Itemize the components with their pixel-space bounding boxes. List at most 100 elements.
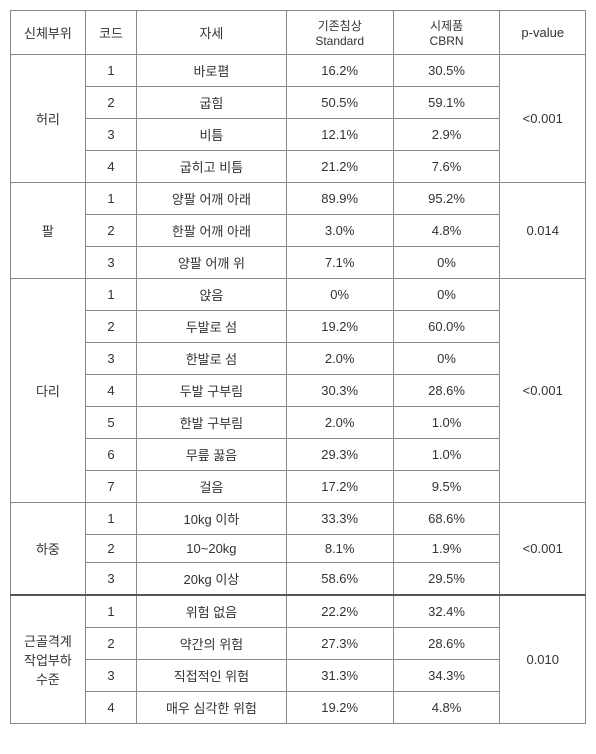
- table-row: 허리1바로폄16.2%30.5%<0.001: [11, 55, 586, 87]
- body-part-cell: 근골격계 작업부하 수준: [11, 595, 86, 724]
- table-row: 3직접적인 위험31.3%34.3%: [11, 660, 586, 692]
- table-row: 2두발로 섬19.2%60.0%: [11, 311, 586, 343]
- posture-cell: 양팔 어깨 위: [137, 247, 287, 279]
- standard-cell: 27.3%: [286, 628, 393, 660]
- standard-cell: 17.2%: [286, 471, 393, 503]
- cbrn-cell: 28.6%: [393, 628, 500, 660]
- posture-cell: 한팔 어깨 아래: [137, 215, 287, 247]
- body-part-cell: 하중: [11, 503, 86, 596]
- pvalue-cell: 0.014: [500, 183, 586, 279]
- standard-cell: 0%: [286, 279, 393, 311]
- code-cell: 3: [85, 563, 136, 596]
- code-cell: 3: [85, 247, 136, 279]
- pvalue-cell: <0.001: [500, 503, 586, 596]
- posture-table: 신체부위 코드 자세 기존침상 Standard 시제품 CBRN p-valu…: [10, 10, 586, 724]
- table-row: 4매우 심각한 위험19.2%4.8%: [11, 692, 586, 724]
- posture-cell: 걸음: [137, 471, 287, 503]
- table-row: 320kg 이상58.6%29.5%: [11, 563, 586, 596]
- header-row: 신체부위 코드 자세 기존침상 Standard 시제품 CBRN p-valu…: [11, 11, 586, 55]
- table-row: 5한발 구부림2.0%1.0%: [11, 407, 586, 439]
- body-part-cell: 다리: [11, 279, 86, 503]
- posture-cell: 20kg 이상: [137, 563, 287, 596]
- table-body: 허리1바로폄16.2%30.5%<0.0012굽힘50.5%59.1%3비틈12…: [11, 55, 586, 724]
- table-row: 다리1앉음0%0%<0.001: [11, 279, 586, 311]
- table-row: 4두발 구부림30.3%28.6%: [11, 375, 586, 407]
- header-cbrn-line1: 시제품: [398, 17, 496, 34]
- cbrn-cell: 2.9%: [393, 119, 500, 151]
- cbrn-cell: 4.8%: [393, 215, 500, 247]
- header-cbrn: 시제품 CBRN: [393, 11, 500, 55]
- cbrn-cell: 7.6%: [393, 151, 500, 183]
- standard-cell: 31.3%: [286, 660, 393, 692]
- table-row: 4굽히고 비틈21.2%7.6%: [11, 151, 586, 183]
- cbrn-cell: 68.6%: [393, 503, 500, 535]
- code-cell: 1: [85, 595, 136, 628]
- code-cell: 2: [85, 311, 136, 343]
- posture-cell: 양팔 어깨 아래: [137, 183, 287, 215]
- posture-cell: 매우 심각한 위험: [137, 692, 287, 724]
- header-code: 코드: [85, 11, 136, 55]
- standard-cell: 29.3%: [286, 439, 393, 471]
- code-cell: 2: [85, 628, 136, 660]
- code-cell: 4: [85, 692, 136, 724]
- posture-cell: 바로폄: [137, 55, 287, 87]
- standard-cell: 12.1%: [286, 119, 393, 151]
- code-cell: 1: [85, 503, 136, 535]
- code-cell: 2: [85, 215, 136, 247]
- table-row: 7걸음17.2%9.5%: [11, 471, 586, 503]
- code-cell: 1: [85, 55, 136, 87]
- header-posture: 자세: [137, 11, 287, 55]
- table-row: 2굽힘50.5%59.1%: [11, 87, 586, 119]
- code-cell: 7: [85, 471, 136, 503]
- header-body-part: 신체부위: [11, 11, 86, 55]
- header-standard-line1: 기존침상: [291, 17, 389, 34]
- posture-cell: 위험 없음: [137, 595, 287, 628]
- posture-cell: 비틈: [137, 119, 287, 151]
- posture-cell: 앉음: [137, 279, 287, 311]
- table-row: 하중110kg 이하33.3%68.6%<0.001: [11, 503, 586, 535]
- header-standard-line2: Standard: [291, 34, 389, 48]
- posture-cell: 굽힘: [137, 87, 287, 119]
- posture-cell: 무릎 꿇음: [137, 439, 287, 471]
- table-row: 근골격계 작업부하 수준1위험 없음22.2%32.4%0.010: [11, 595, 586, 628]
- posture-cell: 10kg 이하: [137, 503, 287, 535]
- table-row: 3비틈12.1%2.9%: [11, 119, 586, 151]
- cbrn-cell: 4.8%: [393, 692, 500, 724]
- cbrn-cell: 0%: [393, 279, 500, 311]
- cbrn-cell: 60.0%: [393, 311, 500, 343]
- standard-cell: 3.0%: [286, 215, 393, 247]
- code-cell: 4: [85, 375, 136, 407]
- cbrn-cell: 59.1%: [393, 87, 500, 119]
- standard-cell: 21.2%: [286, 151, 393, 183]
- code-cell: 3: [85, 343, 136, 375]
- code-cell: 3: [85, 119, 136, 151]
- cbrn-cell: 0%: [393, 343, 500, 375]
- code-cell: 5: [85, 407, 136, 439]
- code-cell: 4: [85, 151, 136, 183]
- header-pvalue: p-value: [500, 11, 586, 55]
- code-cell: 1: [85, 279, 136, 311]
- table-row: 2한팔 어깨 아래3.0%4.8%: [11, 215, 586, 247]
- table-row: 210~20kg8.1%1.9%: [11, 535, 586, 563]
- standard-cell: 7.1%: [286, 247, 393, 279]
- standard-cell: 58.6%: [286, 563, 393, 596]
- code-cell: 1: [85, 183, 136, 215]
- cbrn-cell: 32.4%: [393, 595, 500, 628]
- standard-cell: 2.0%: [286, 407, 393, 439]
- pvalue-cell: <0.001: [500, 55, 586, 183]
- posture-cell: 한발로 섬: [137, 343, 287, 375]
- cbrn-cell: 28.6%: [393, 375, 500, 407]
- pvalue-cell: 0.010: [500, 595, 586, 724]
- standard-cell: 30.3%: [286, 375, 393, 407]
- posture-cell: 두발 구부림: [137, 375, 287, 407]
- header-standard: 기존침상 Standard: [286, 11, 393, 55]
- table-row: 팔1양팔 어깨 아래89.9%95.2%0.014: [11, 183, 586, 215]
- table-row: 3양팔 어깨 위7.1%0%: [11, 247, 586, 279]
- body-part-cell: 팔: [11, 183, 86, 279]
- cbrn-cell: 1.9%: [393, 535, 500, 563]
- code-cell: 2: [85, 87, 136, 119]
- header-cbrn-line2: CBRN: [398, 34, 496, 48]
- standard-cell: 19.2%: [286, 311, 393, 343]
- posture-cell: 한발 구부림: [137, 407, 287, 439]
- cbrn-cell: 0%: [393, 247, 500, 279]
